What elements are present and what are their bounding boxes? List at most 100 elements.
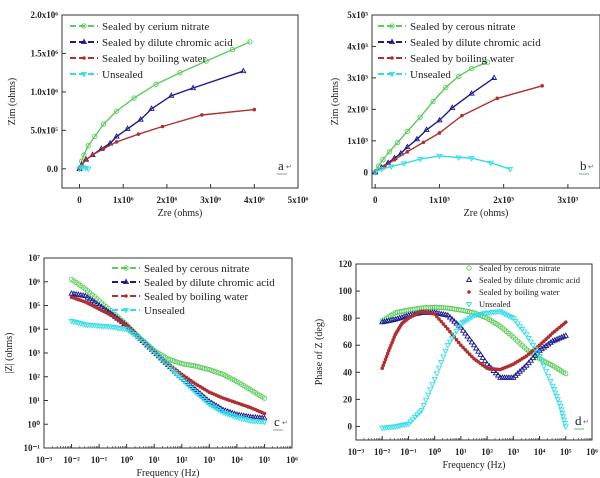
- y-tick-label: 4x10³: [347, 41, 368, 51]
- data-point: [505, 313, 513, 320]
- data-point: [549, 337, 556, 344]
- data-point: [430, 98, 436, 105]
- data-point: [153, 81, 159, 87]
- data-point: [213, 369, 219, 375]
- y-tick-label: 10¹: [28, 396, 40, 406]
- data-point: [433, 371, 441, 377]
- data-point: [160, 124, 165, 129]
- data-point: [448, 329, 452, 334]
- data-point: [440, 354, 447, 361]
- data-point: [554, 397, 562, 403]
- data-point: [432, 312, 437, 316]
- data-point: [506, 167, 514, 173]
- x-tick-label: 10⁻³: [348, 447, 365, 457]
- y-tick-label: 5x10³: [347, 10, 368, 20]
- data-point: [484, 59, 491, 65]
- series-unsealed: [379, 309, 569, 432]
- data-point: [538, 345, 545, 352]
- data-point: [492, 369, 500, 376]
- data-point: [95, 301, 103, 308]
- data-point: [463, 347, 468, 352]
- x-tick-label: 10⁴: [231, 455, 243, 465]
- data-point: [497, 309, 504, 315]
- y-tick-label: 60: [343, 340, 353, 350]
- legend-marker: [467, 290, 471, 294]
- series-line: [78, 108, 255, 170]
- data-point: [204, 366, 210, 372]
- legend-marker: [124, 294, 128, 298]
- data-point: [101, 146, 106, 151]
- plot-frame: [371, 14, 600, 189]
- data-point: [222, 411, 229, 417]
- data-point: [114, 140, 119, 144]
- y-tick-label: 10⁷: [28, 253, 40, 263]
- y-tick-label: 0: [364, 167, 369, 177]
- data-point: [462, 329, 469, 336]
- legend-marker: [80, 38, 88, 45]
- data-point: [200, 113, 204, 117]
- legend-label: Sealed by cerous nitrate: [479, 263, 561, 273]
- data-point: [400, 313, 408, 319]
- data-point: [382, 360, 387, 365]
- x-tick-label: 4x10⁶: [244, 195, 265, 205]
- data-point: [435, 365, 443, 372]
- data-point: [475, 348, 482, 354]
- data-point: [219, 410, 227, 416]
- x-tick-label: 10⁵: [259, 455, 271, 465]
- data-point: [457, 321, 465, 328]
- series-sealed-by-boiling-water: [373, 83, 544, 175]
- data-point: [418, 408, 425, 414]
- legend: Sealed by cerous nitrate Sealed by dilute…: [378, 21, 541, 81]
- data-point: [195, 364, 201, 370]
- data-point: [206, 398, 213, 404]
- data-point: [547, 339, 554, 345]
- legend-label: Sealed by dilute chromic acid: [410, 37, 541, 49]
- data-point: [468, 338, 475, 345]
- panel-label: b: [580, 158, 587, 173]
- y-tick-label: 3x10³: [347, 73, 368, 83]
- legend-label: Sealed by cerium nitrate: [102, 21, 209, 33]
- data-point: [563, 320, 568, 325]
- data-point: [240, 67, 247, 74]
- data-point: [507, 314, 515, 321]
- data-point: [90, 153, 95, 157]
- y-tick-label: 2x10³: [347, 104, 368, 114]
- data-point: [113, 132, 120, 139]
- data-point: [137, 116, 144, 122]
- data-point: [203, 396, 211, 402]
- series-unsealed: [76, 165, 92, 173]
- data-point: [199, 392, 206, 398]
- data-point: [196, 390, 204, 396]
- x-axis-label: Zre (ohms): [158, 208, 203, 219]
- data-point: [436, 153, 443, 160]
- x-tick-label: 3x10⁶: [200, 195, 221, 205]
- legend-label: Sealed by dilute chromic acid: [144, 277, 275, 289]
- legend-marker: [80, 71, 88, 78]
- data-point: [556, 400, 563, 407]
- data-point: [85, 166, 92, 173]
- data-point: [416, 410, 423, 416]
- data-point: [512, 318, 519, 325]
- y-tick-label: 2.0x10⁶: [31, 10, 59, 20]
- legend-item: Sealed by boiling water: [378, 53, 515, 65]
- x-tick-label: 10⁰: [428, 447, 441, 457]
- data-point: [468, 90, 475, 96]
- data-point: [495, 96, 500, 101]
- legend-label: Sealed by boiling water: [410, 53, 515, 65]
- x-tick-label: 10⁻²: [374, 447, 391, 457]
- data-point: [547, 378, 554, 385]
- legend: Sealed by cerous nitrate Sealed by dilute…: [112, 263, 275, 317]
- legend-item: Sealed by cerous nitrate: [378, 21, 515, 33]
- data-point: [167, 357, 173, 363]
- x-tick-label: 3x10³: [558, 195, 579, 205]
- data-point: [81, 152, 87, 158]
- y-axis-label: Zim (ohms): [7, 78, 18, 126]
- data-point: [510, 316, 517, 322]
- y-tick-label: 10³: [28, 348, 40, 358]
- x-tick-label: 10¹: [148, 455, 160, 465]
- data-point: [192, 386, 199, 392]
- data-point: [542, 339, 546, 343]
- data-point: [516, 324, 524, 330]
- legend-item: Sealed by dilute chromic acid: [378, 37, 541, 49]
- legend-marker: [82, 56, 86, 60]
